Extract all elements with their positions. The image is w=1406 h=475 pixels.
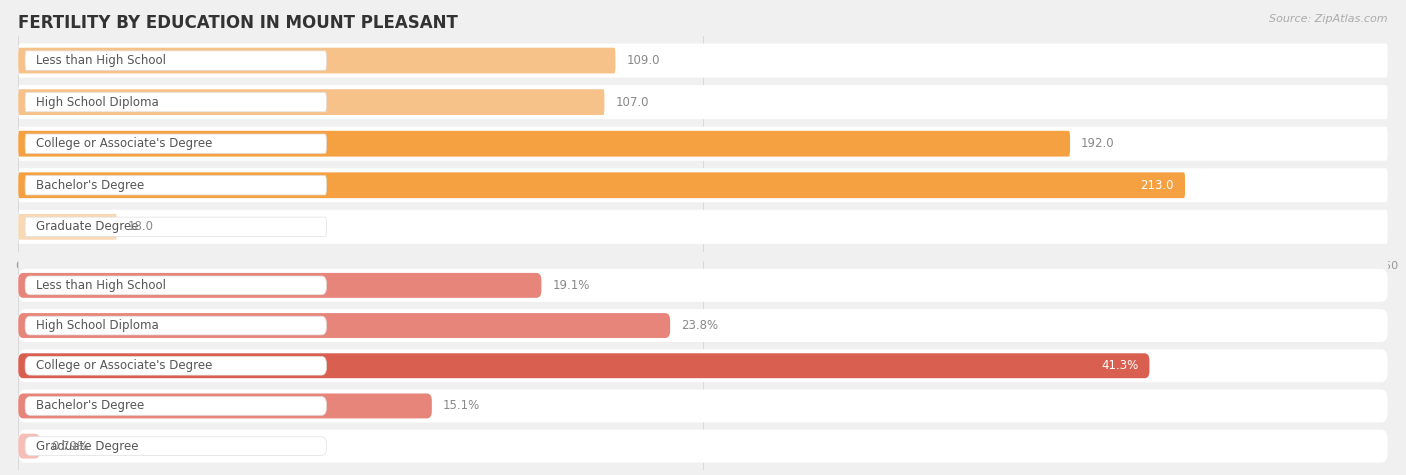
FancyBboxPatch shape (25, 316, 326, 335)
FancyBboxPatch shape (25, 217, 326, 237)
Text: 41.3%: 41.3% (1101, 359, 1139, 372)
Text: College or Associate's Degree: College or Associate's Degree (37, 359, 212, 372)
Text: Graduate Degree: Graduate Degree (37, 440, 139, 453)
FancyBboxPatch shape (18, 273, 541, 298)
Text: Source: ZipAtlas.com: Source: ZipAtlas.com (1270, 14, 1388, 24)
FancyBboxPatch shape (18, 353, 1150, 378)
Text: 107.0: 107.0 (616, 95, 648, 109)
FancyBboxPatch shape (25, 93, 326, 112)
FancyBboxPatch shape (25, 134, 326, 153)
FancyBboxPatch shape (18, 269, 1388, 302)
FancyBboxPatch shape (18, 214, 117, 240)
FancyBboxPatch shape (18, 309, 1388, 342)
Text: 109.0: 109.0 (626, 54, 659, 67)
FancyBboxPatch shape (18, 127, 1388, 161)
Text: Less than High School: Less than High School (37, 279, 166, 292)
FancyBboxPatch shape (25, 437, 326, 456)
FancyBboxPatch shape (18, 131, 1070, 157)
FancyBboxPatch shape (18, 349, 1388, 382)
FancyBboxPatch shape (18, 430, 1388, 463)
Text: Graduate Degree: Graduate Degree (37, 220, 139, 233)
FancyBboxPatch shape (18, 168, 1388, 202)
Text: Less than High School: Less than High School (37, 54, 166, 67)
FancyBboxPatch shape (18, 210, 1388, 244)
FancyBboxPatch shape (18, 48, 616, 74)
Text: 0.79%: 0.79% (51, 440, 89, 453)
FancyBboxPatch shape (18, 313, 671, 338)
FancyBboxPatch shape (18, 434, 39, 458)
Text: Bachelor's Degree: Bachelor's Degree (37, 399, 145, 412)
FancyBboxPatch shape (25, 176, 326, 195)
Text: 18.0: 18.0 (128, 220, 153, 233)
Text: 192.0: 192.0 (1081, 137, 1115, 150)
FancyBboxPatch shape (18, 44, 1388, 77)
Text: 19.1%: 19.1% (553, 279, 589, 292)
FancyBboxPatch shape (25, 397, 326, 415)
Text: Bachelor's Degree: Bachelor's Degree (37, 179, 145, 192)
FancyBboxPatch shape (18, 89, 605, 115)
Text: College or Associate's Degree: College or Associate's Degree (37, 137, 212, 150)
Text: FERTILITY BY EDUCATION IN MOUNT PLEASANT: FERTILITY BY EDUCATION IN MOUNT PLEASANT (18, 14, 458, 32)
Text: 15.1%: 15.1% (443, 399, 479, 412)
Text: 23.8%: 23.8% (681, 319, 718, 332)
Text: High School Diploma: High School Diploma (37, 95, 159, 109)
Text: 213.0: 213.0 (1140, 179, 1174, 192)
FancyBboxPatch shape (18, 85, 1388, 119)
FancyBboxPatch shape (18, 393, 432, 418)
FancyBboxPatch shape (25, 51, 326, 70)
FancyBboxPatch shape (18, 172, 1185, 198)
FancyBboxPatch shape (18, 390, 1388, 422)
FancyBboxPatch shape (25, 276, 326, 294)
FancyBboxPatch shape (25, 356, 326, 375)
Text: High School Diploma: High School Diploma (37, 319, 159, 332)
